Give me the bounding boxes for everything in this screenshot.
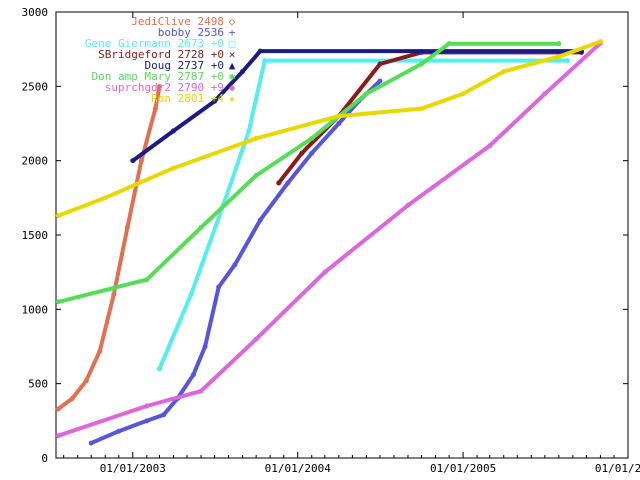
y-tick-label: 2500	[22, 80, 49, 93]
data-point	[170, 165, 176, 171]
data-point	[212, 98, 218, 104]
data-point	[419, 61, 425, 67]
legend-entry: Ron 2801 +4	[151, 92, 224, 105]
data-point	[124, 225, 130, 231]
data-point	[156, 366, 162, 372]
x-tick-label: 01/01/2006	[595, 462, 640, 475]
data-point	[240, 68, 246, 74]
y-tick-label: 1500	[22, 229, 49, 242]
x-tick-label: 01/01/2005	[430, 462, 496, 475]
legend-marker: ◇	[229, 15, 236, 28]
chart-axes: 0 500 1000 1500 2000 2500 3000 01/01/2003 01/01/…	[22, 6, 640, 475]
data-point	[299, 150, 305, 156]
x-tick-label: 01/01/2004	[265, 462, 332, 475]
chart-legend: JediClive 2498 ◇ bobby 2536 + Gene Giermann …	[85, 15, 236, 105]
series-line-3	[276, 50, 584, 185]
data-point	[336, 121, 342, 126]
data-point	[144, 277, 150, 283]
data-point	[202, 344, 208, 349]
data-point	[198, 225, 204, 231]
data-point	[309, 150, 315, 156]
legend-marker: ✱	[229, 70, 236, 83]
y-tick-label: 0	[41, 452, 48, 465]
data-point	[130, 158, 136, 164]
data-point	[246, 128, 252, 134]
data-point	[501, 68, 507, 74]
data-point	[55, 406, 61, 412]
data-point	[161, 412, 167, 418]
legend-entry: Doug 2737 +0	[145, 59, 224, 72]
data-point	[88, 440, 94, 446]
y-tick-label: 500	[28, 378, 48, 391]
data-point	[276, 180, 282, 186]
data-point	[97, 348, 103, 354]
data-point	[116, 428, 122, 434]
data-point	[55, 299, 61, 305]
legend-marker: ★	[229, 92, 236, 105]
data-point	[556, 54, 562, 60]
data-point	[232, 262, 238, 268]
legend-entry: Gene Giermann 2673 +0	[85, 37, 224, 50]
series-line-2	[157, 58, 570, 371]
series-line-0	[56, 84, 162, 411]
data-point	[336, 113, 342, 119]
data-point	[216, 284, 222, 290]
data-point	[257, 48, 263, 54]
legend-entry: Don amp Mary 2787 +0	[92, 70, 224, 83]
y-tick-label: 3000	[22, 6, 49, 19]
data-point	[152, 106, 158, 112]
data-point	[102, 195, 108, 201]
series-line-4	[130, 49, 584, 163]
data-point	[309, 135, 315, 141]
legend-entry: bobby 2536	[158, 26, 224, 39]
data-point	[285, 180, 291, 186]
data-point	[542, 91, 548, 97]
data-point	[597, 39, 603, 45]
data-point	[253, 336, 259, 342]
data-point	[405, 202, 411, 208]
data-point	[419, 106, 425, 112]
data-point	[253, 173, 259, 179]
data-point	[322, 269, 328, 275]
data-point	[363, 91, 369, 97]
data-point	[55, 213, 61, 219]
data-point	[564, 58, 570, 64]
data-point	[69, 396, 75, 402]
x-tick-label: 01/01/2003	[100, 462, 166, 475]
legend-entry: SBridgeford 2728 +0	[98, 48, 224, 61]
legend-entry: JediClive 2498	[131, 15, 224, 28]
data-point	[55, 433, 61, 439]
data-point	[138, 158, 144, 164]
data-point	[257, 217, 263, 223]
data-point	[556, 41, 562, 47]
data-point	[487, 143, 493, 149]
data-point	[144, 403, 150, 409]
data-point	[460, 91, 466, 97]
data-point	[190, 372, 196, 378]
y-tick-label: 2000	[22, 155, 49, 168]
legend-marker: ▲	[229, 59, 236, 72]
data-point	[253, 135, 259, 141]
data-point	[144, 418, 150, 424]
legend-marker: +	[229, 26, 236, 39]
series-line-7	[56, 39, 603, 218]
legend-entry: suprchgdr2 2790 +9	[105, 81, 224, 94]
legend-marker: ×	[229, 48, 236, 61]
data-point	[262, 58, 268, 64]
y-tick-label: 1000	[22, 303, 49, 316]
legend-marker: ◆	[229, 81, 236, 94]
legend-marker: □	[229, 37, 236, 50]
data-point	[446, 41, 452, 47]
data-point	[377, 78, 383, 84]
data-point	[156, 84, 162, 90]
data-point	[198, 388, 204, 394]
chart-series	[55, 39, 603, 446]
data-point	[111, 291, 117, 297]
series-line-6	[56, 41, 603, 438]
data-point	[377, 61, 383, 67]
data-point	[83, 378, 89, 384]
data-point	[188, 291, 194, 297]
data-point	[170, 128, 176, 134]
